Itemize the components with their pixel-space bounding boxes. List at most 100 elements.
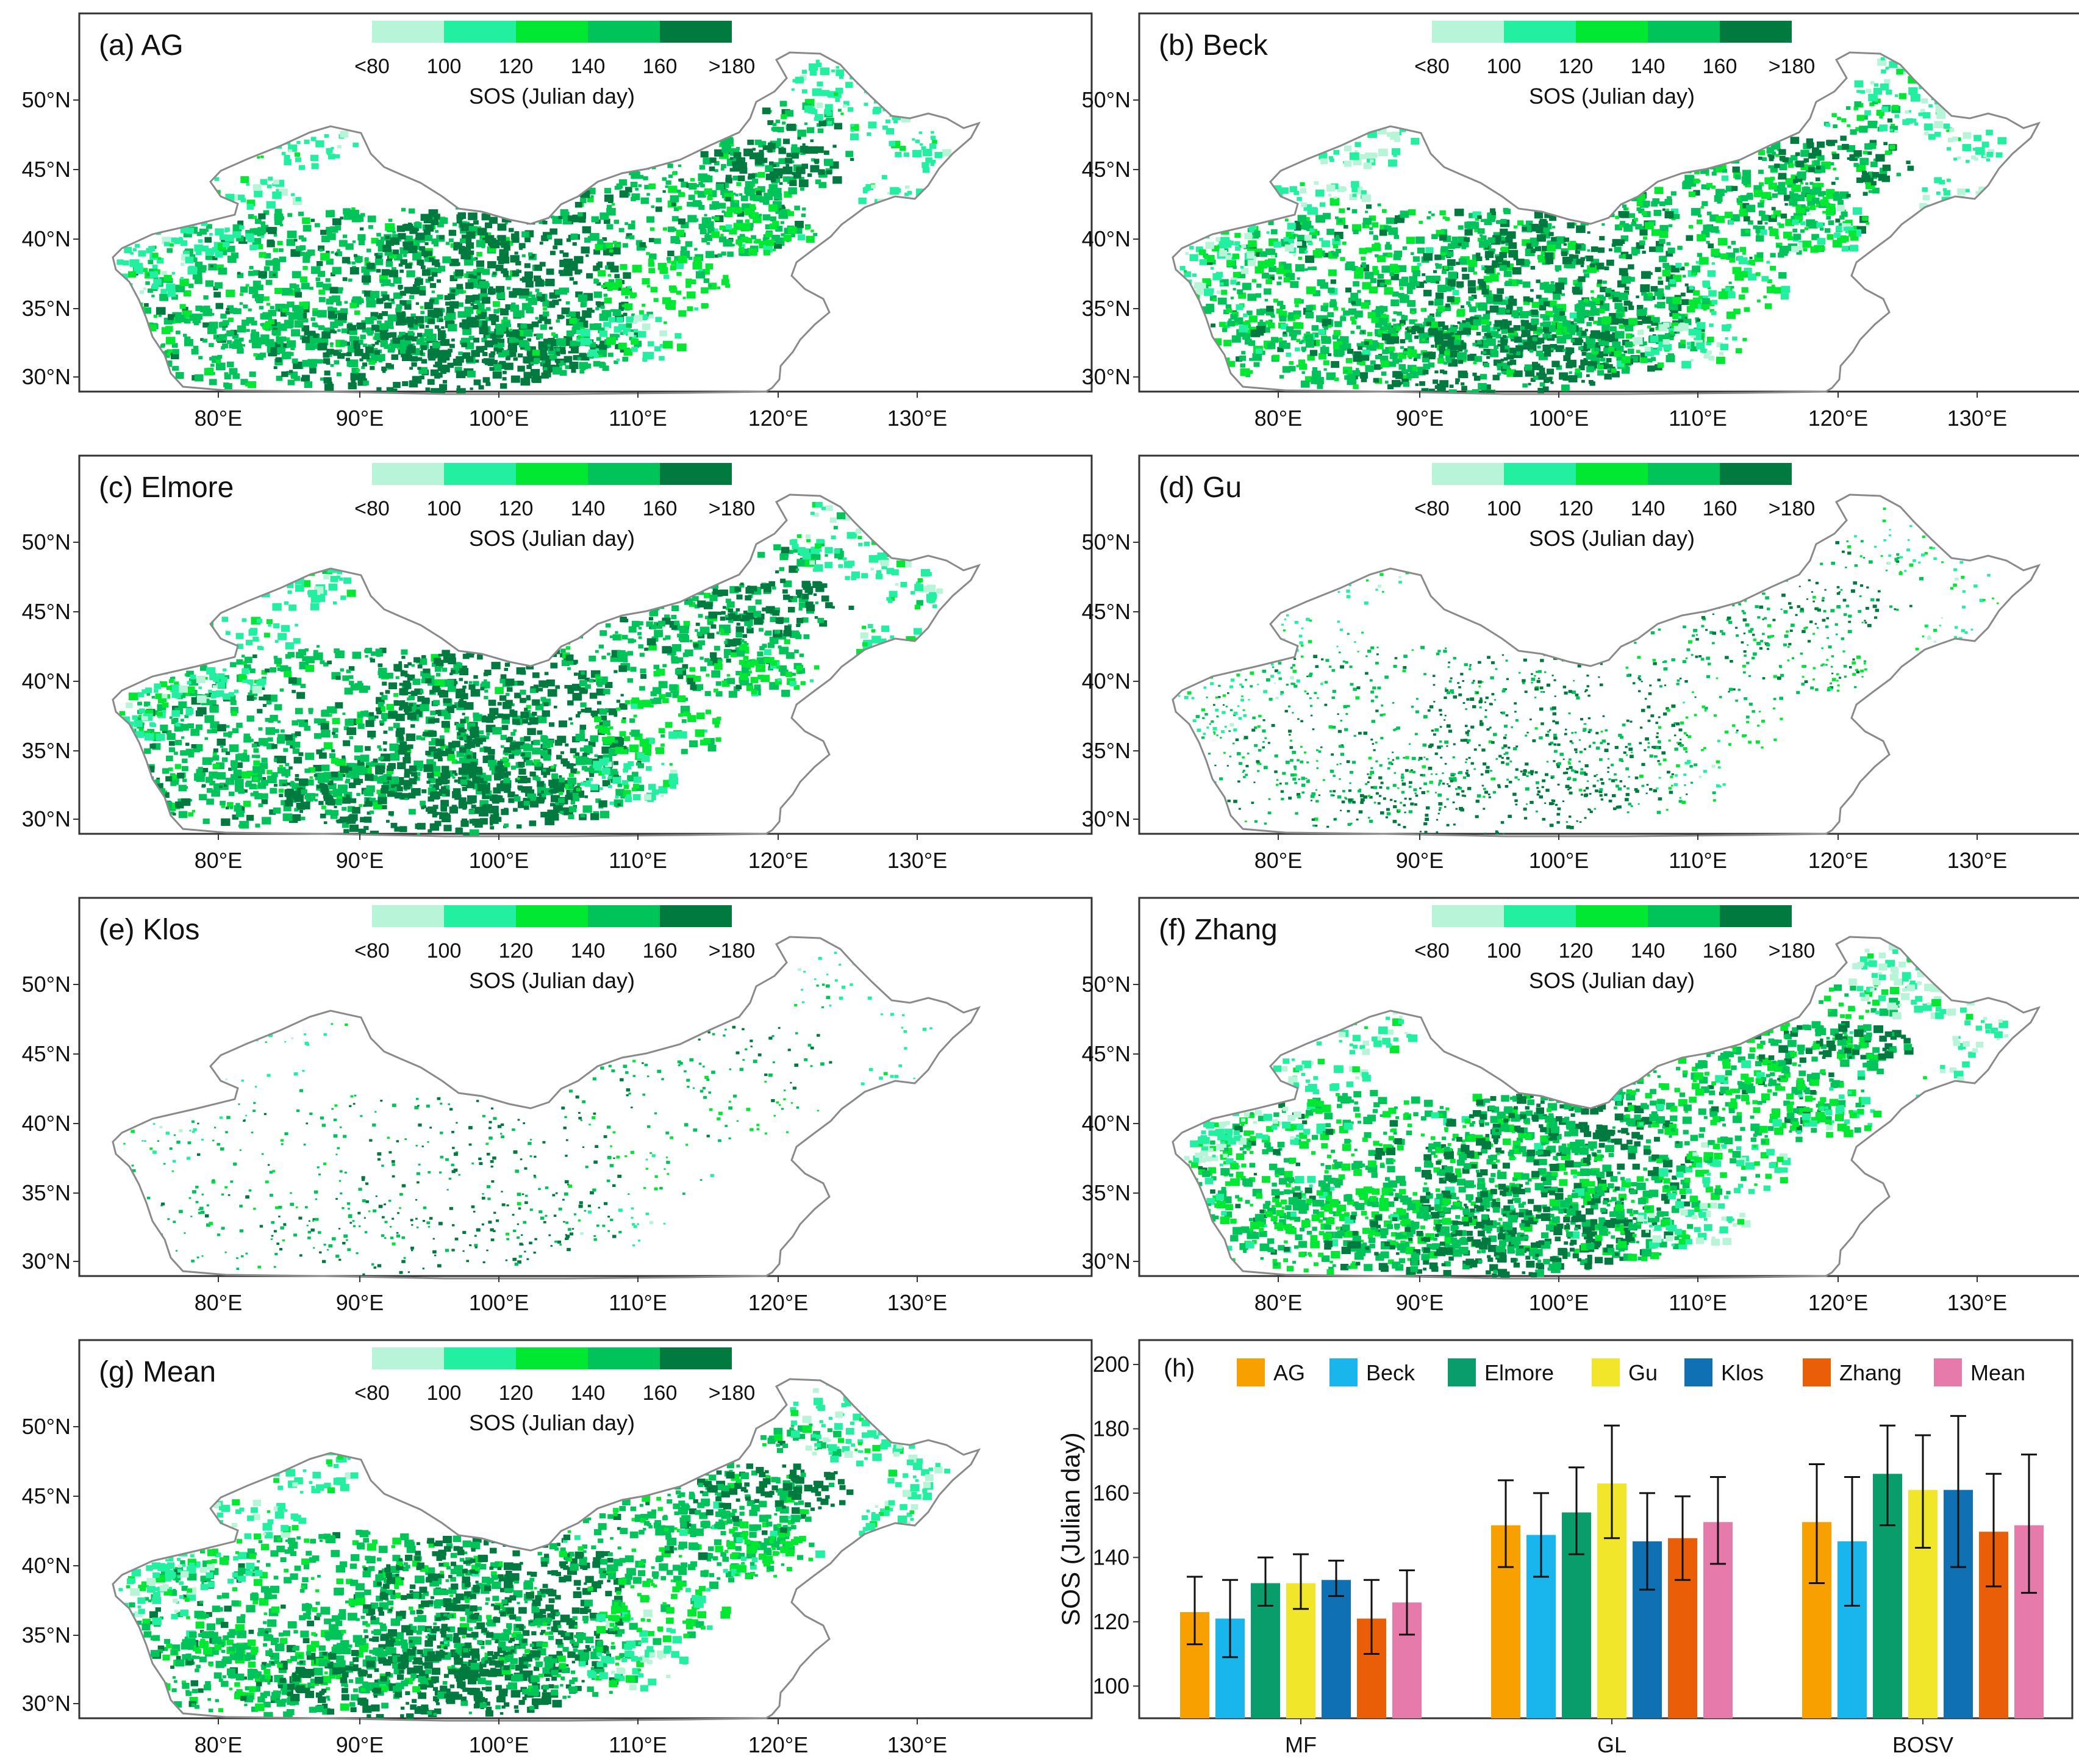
sos-pixel bbox=[1408, 209, 1416, 216]
sos-pixel bbox=[765, 165, 774, 172]
sos-pixel bbox=[703, 269, 710, 275]
sos-pixel bbox=[1711, 185, 1716, 189]
sos-pixel bbox=[1609, 350, 1617, 357]
sos-pixel bbox=[1695, 320, 1699, 323]
sos-pixel bbox=[609, 334, 618, 340]
sos-pixel bbox=[1803, 158, 1809, 163]
sos-pixel bbox=[330, 210, 334, 213]
sos-pixel bbox=[1301, 202, 1307, 207]
sos-pixel bbox=[1652, 198, 1659, 204]
sos-pixel bbox=[930, 135, 936, 140]
sos-pixel bbox=[603, 218, 610, 224]
sos-pixel bbox=[575, 291, 583, 298]
sos-pixel bbox=[1546, 368, 1555, 375]
sos-pixel bbox=[381, 366, 387, 371]
sos-pixel bbox=[1353, 316, 1358, 320]
sos-pixel bbox=[334, 154, 340, 159]
sos-pixel bbox=[551, 332, 556, 336]
sos-pixel bbox=[1322, 213, 1331, 220]
sos-pixel bbox=[317, 271, 326, 277]
sos-pixel bbox=[1540, 322, 1545, 327]
sos-pixel bbox=[1651, 229, 1660, 236]
sos-pixel bbox=[535, 317, 539, 320]
sos-pixel bbox=[1644, 222, 1654, 230]
sos-pixel bbox=[1404, 331, 1411, 336]
sos-pixel bbox=[1233, 288, 1236, 291]
sos-pixel bbox=[1389, 353, 1398, 359]
sos-pixel bbox=[771, 187, 778, 193]
sos-pixel bbox=[1522, 227, 1527, 231]
sos-pixel bbox=[604, 326, 609, 331]
sos-pixel bbox=[620, 331, 624, 335]
sos-pixel bbox=[821, 90, 830, 96]
sos-pixel bbox=[1447, 259, 1456, 267]
sos-pixel bbox=[1476, 256, 1483, 262]
sos-pixel bbox=[376, 298, 384, 304]
sos-pixel bbox=[816, 102, 823, 108]
sos-pixel bbox=[1482, 351, 1487, 354]
sos-pixel bbox=[1623, 207, 1627, 210]
sos-pixel bbox=[655, 206, 662, 212]
sos-pixel bbox=[1542, 345, 1551, 352]
sos-pixel bbox=[741, 223, 751, 231]
sos-pixel bbox=[408, 208, 415, 214]
sos-pixel bbox=[1847, 157, 1851, 160]
sos-pixel bbox=[1658, 280, 1664, 285]
sos-pixel bbox=[1484, 251, 1494, 258]
sos-pixel bbox=[1771, 141, 1780, 148]
sos-pixel bbox=[1305, 340, 1314, 348]
sos-pixel bbox=[1568, 375, 1578, 382]
sos-pixel bbox=[349, 303, 357, 309]
sos-pixel bbox=[1466, 390, 1472, 394]
sos-pixel bbox=[1356, 343, 1361, 346]
sos-pixel bbox=[642, 304, 646, 307]
sos-pixel bbox=[332, 218, 342, 226]
sos-pixel bbox=[554, 293, 560, 298]
sos-pixel bbox=[1691, 342, 1697, 347]
sos-pixel bbox=[1321, 240, 1330, 248]
sos-pixel bbox=[1527, 339, 1535, 345]
sos-pixel bbox=[281, 351, 292, 359]
sos-pixel bbox=[1397, 381, 1402, 386]
sos-pixel bbox=[1580, 359, 1588, 366]
sos-pixel bbox=[1642, 341, 1647, 346]
sos-pixel bbox=[739, 167, 748, 174]
sos-pixel bbox=[352, 142, 359, 148]
sos-pixel bbox=[1364, 341, 1369, 345]
sos-pixel bbox=[194, 278, 202, 284]
sos-pixel bbox=[1412, 270, 1420, 276]
sos-pixel bbox=[1279, 375, 1284, 379]
sos-pixel bbox=[1811, 197, 1820, 204]
sos-pixel bbox=[1513, 256, 1519, 260]
sos-pixel bbox=[307, 331, 316, 338]
sos-pixel bbox=[329, 287, 338, 294]
sos-pixel bbox=[1326, 184, 1336, 192]
sos-pixel bbox=[559, 250, 564, 254]
sos-pixel bbox=[280, 224, 284, 227]
sos-pixel bbox=[714, 149, 724, 157]
sos-pixel bbox=[1497, 372, 1501, 376]
sos-pixel bbox=[932, 140, 937, 145]
sos-pixel bbox=[560, 350, 566, 354]
sos-pixel bbox=[531, 321, 539, 328]
sos-pixel bbox=[382, 370, 386, 373]
sos-pixel bbox=[847, 107, 854, 112]
sos-pixel bbox=[638, 174, 644, 179]
sos-pixel bbox=[1623, 300, 1631, 306]
sos-pixel bbox=[229, 343, 235, 349]
sos-pixel bbox=[1400, 339, 1406, 343]
sos-pixel bbox=[368, 225, 373, 229]
sos-pixel bbox=[1662, 296, 1666, 299]
sos-pixel bbox=[1783, 195, 1792, 201]
sos-pixel bbox=[1478, 382, 1487, 390]
sos-pixel bbox=[667, 257, 671, 261]
sos-pixel bbox=[332, 267, 342, 274]
sos-pixel bbox=[757, 186, 765, 193]
sos-pixel bbox=[1889, 145, 1895, 150]
sos-pixel bbox=[498, 342, 504, 348]
sos-pixel bbox=[323, 283, 332, 291]
sos-pixel bbox=[814, 114, 823, 121]
sos-pixel bbox=[1596, 282, 1602, 287]
sos-pixel bbox=[577, 357, 581, 360]
